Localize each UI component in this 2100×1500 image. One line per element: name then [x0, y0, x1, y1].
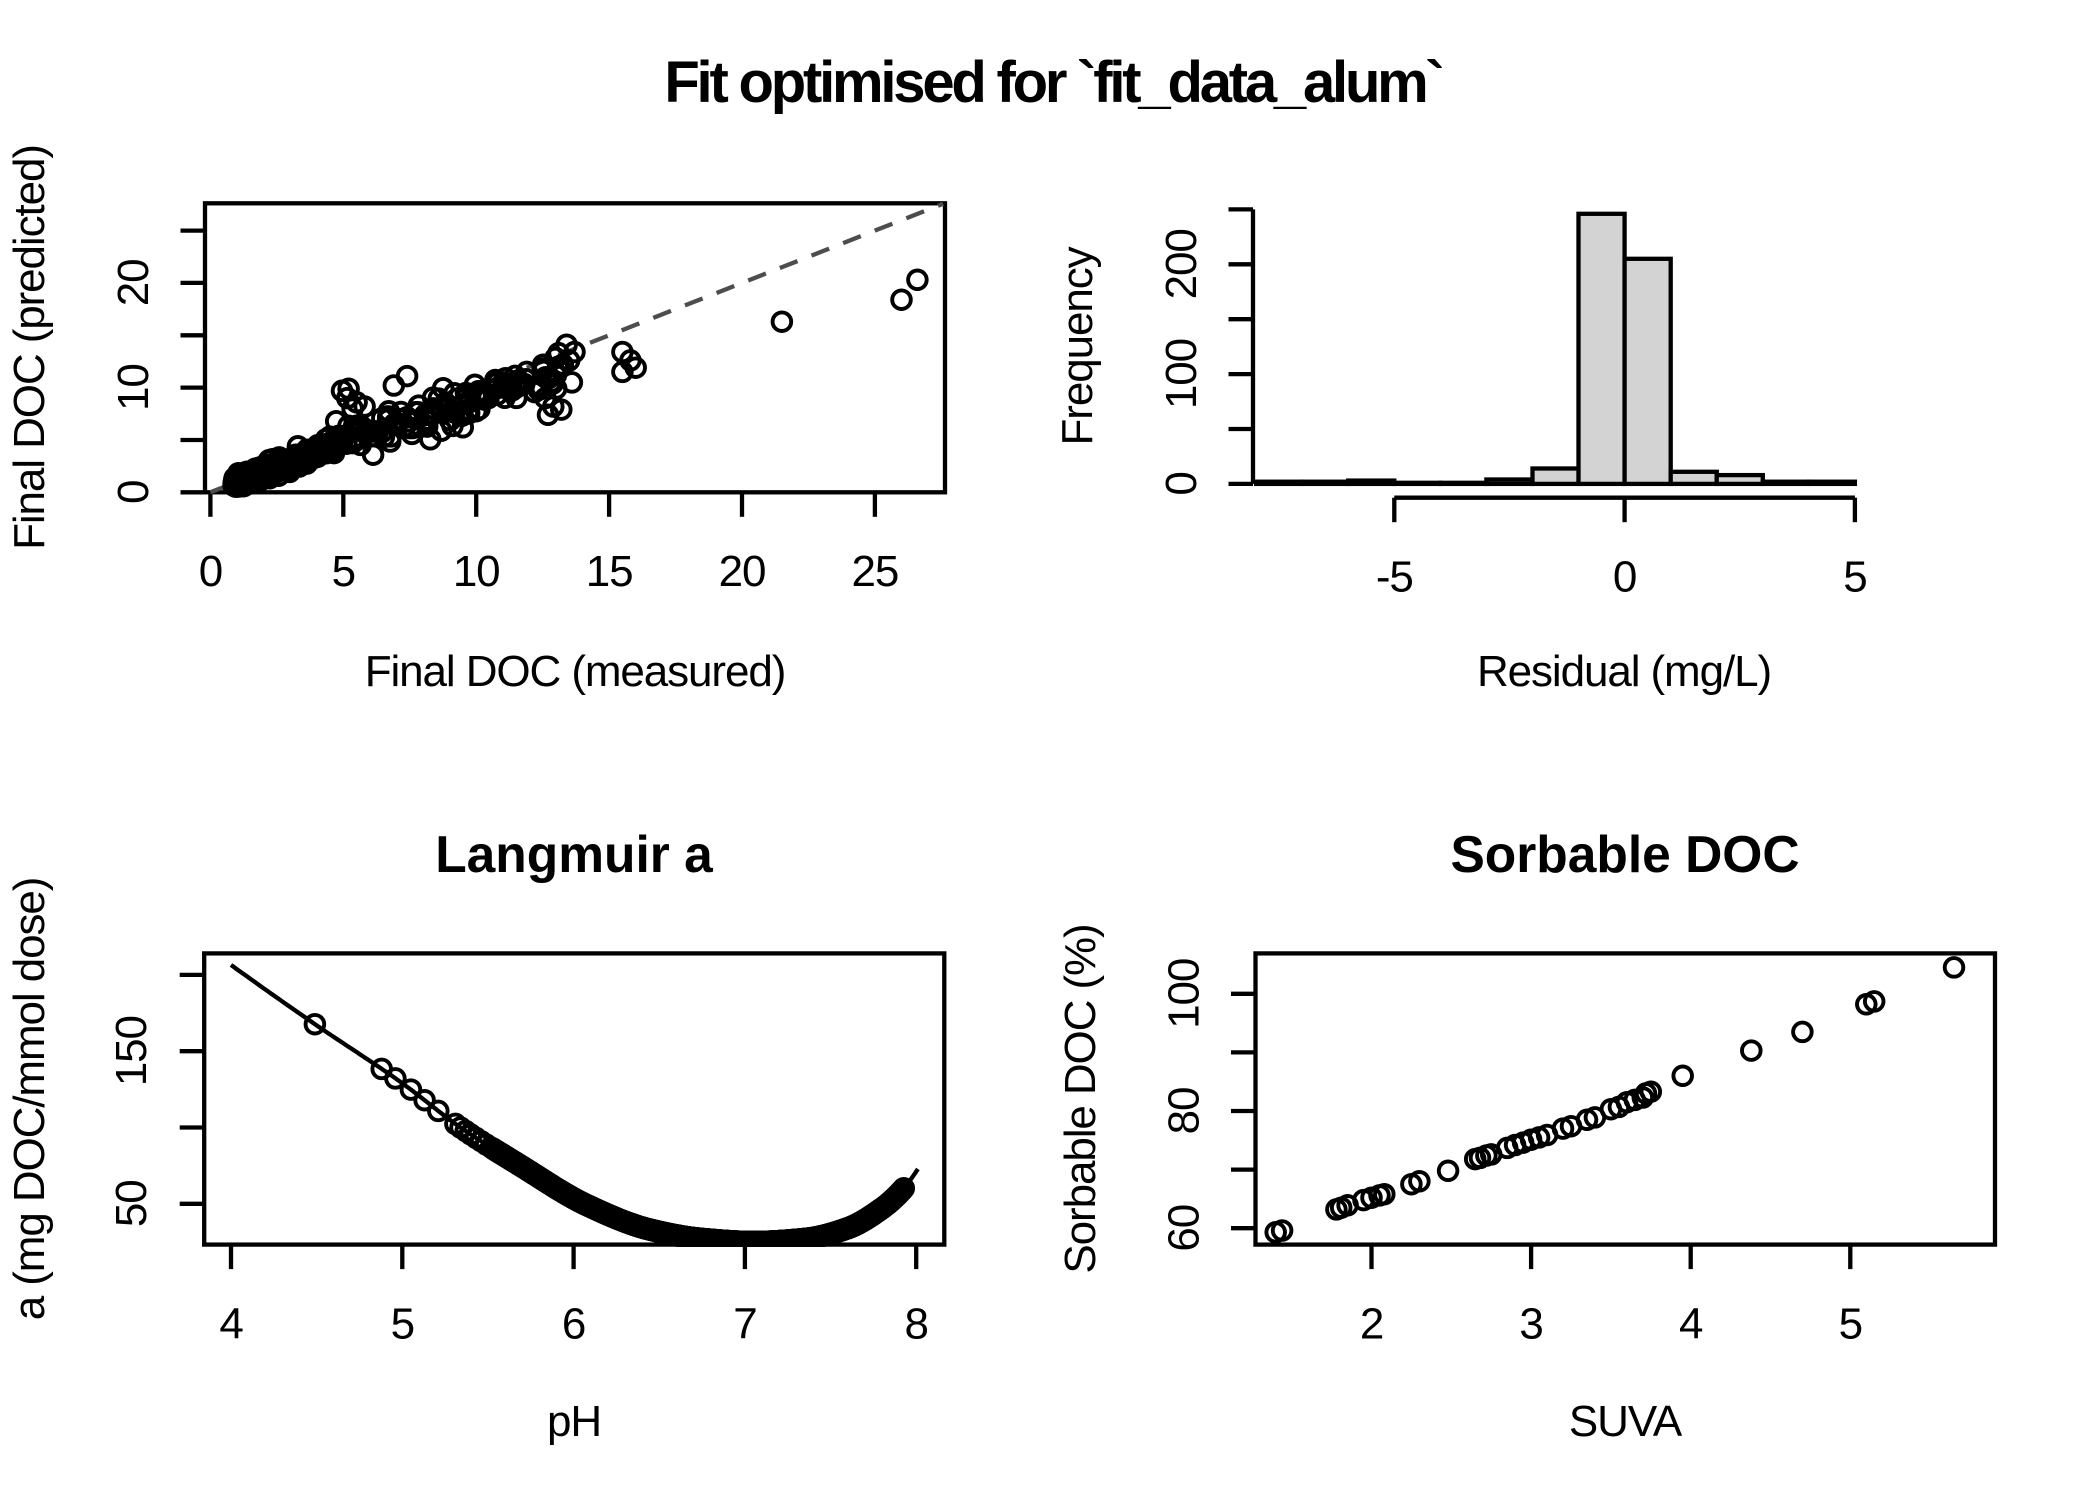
svg-text:Langmuir a: Langmuir a	[435, 825, 713, 883]
svg-text:20: 20	[719, 547, 766, 596]
svg-text:0: 0	[1613, 553, 1636, 602]
svg-text:20: 20	[109, 260, 158, 307]
svg-text:15: 15	[586, 547, 633, 596]
svg-text:a (mg DOC/mmol dose): a (mg DOC/mmol dose)	[5, 878, 54, 1321]
svg-text:Frequency: Frequency	[1053, 246, 1102, 445]
svg-text:5: 5	[391, 1299, 414, 1348]
svg-text:200: 200	[1157, 229, 1206, 299]
svg-text:Fit optimised for `fit_data_al: Fit optimised for `fit_data_alum`	[664, 50, 1442, 115]
svg-text:Sorbable DOC (%): Sorbable DOC (%)	[1056, 924, 1105, 1273]
svg-text:Sorbable DOC: Sorbable DOC	[1450, 825, 1799, 883]
svg-text:5: 5	[332, 547, 355, 596]
svg-text:7: 7	[733, 1299, 756, 1348]
svg-text:4: 4	[219, 1299, 243, 1348]
svg-text:6: 6	[562, 1299, 585, 1348]
svg-text:50: 50	[107, 1180, 156, 1227]
svg-text:100: 100	[1160, 959, 1209, 1029]
svg-text:0: 0	[199, 547, 222, 596]
svg-text:25: 25	[852, 547, 899, 596]
svg-text:10: 10	[453, 547, 500, 596]
svg-text:3: 3	[1519, 1299, 1542, 1348]
svg-text:SUVA: SUVA	[1569, 1397, 1683, 1446]
svg-text:80: 80	[1160, 1088, 1209, 1135]
svg-text:100: 100	[1157, 339, 1206, 409]
svg-text:Final DOC (predicted): Final DOC (predicted)	[5, 145, 54, 550]
svg-text:Final DOC (measured): Final DOC (measured)	[365, 647, 786, 696]
svg-text:0: 0	[1157, 472, 1206, 495]
svg-text:10: 10	[109, 364, 158, 411]
svg-text:60: 60	[1160, 1205, 1209, 1252]
svg-text:8: 8	[905, 1299, 928, 1348]
svg-text:5: 5	[1843, 553, 1866, 602]
svg-text:5: 5	[1839, 1299, 1862, 1348]
svg-text:Residual (mg/L): Residual (mg/L)	[1477, 647, 1771, 696]
svg-text:pH: pH	[547, 1397, 601, 1446]
svg-text:4: 4	[1679, 1299, 1703, 1348]
svg-text:150: 150	[107, 1016, 156, 1086]
svg-text:-5: -5	[1376, 553, 1413, 602]
svg-text:0: 0	[109, 481, 158, 504]
svg-text:2: 2	[1360, 1299, 1383, 1348]
